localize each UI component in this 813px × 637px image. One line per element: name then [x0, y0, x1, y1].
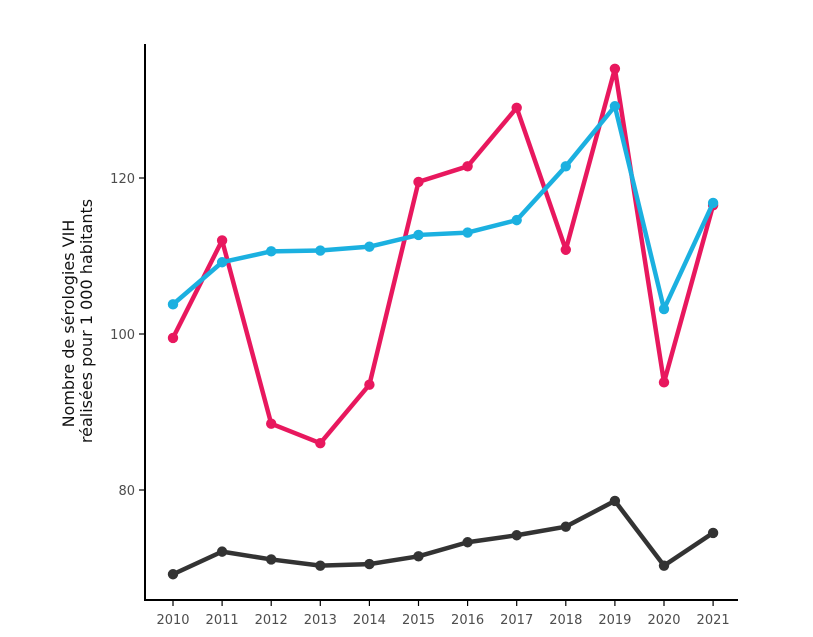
- series-2-point: [364, 241, 375, 252]
- x-tick-label: 2019: [598, 613, 631, 628]
- y-tick-label: 80: [118, 484, 135, 499]
- series-1-point: [511, 102, 522, 114]
- y-axis-title-line-1: Nombre de sérologies VIH: [59, 220, 78, 428]
- series-1-point: [216, 235, 228, 246]
- series-1-line: [170, 66, 716, 446]
- series-2-point: [266, 246, 277, 257]
- series-1-point: [167, 332, 179, 344]
- series-2-line: [170, 103, 716, 312]
- series-2-point: [560, 161, 571, 172]
- x-tick-label: 2013: [304, 613, 337, 628]
- series-2-point: [315, 245, 326, 256]
- series-3-point: [658, 560, 670, 571]
- x-tick-label: 2021: [697, 613, 730, 628]
- x-tick-label: 2012: [255, 613, 288, 628]
- series-2-point: [658, 303, 670, 315]
- series-3-point: [560, 521, 571, 532]
- series-3-point: [462, 537, 473, 548]
- series-1-point: [364, 379, 375, 390]
- x-tick-label: 2016: [451, 613, 484, 628]
- series-3-point: [413, 551, 424, 562]
- x-ticks: 2010 2011 2012 2013 2014 2015 2016 2017 2018 2019…: [156, 600, 730, 628]
- series-3-point: [315, 560, 326, 571]
- series-2-point: [707, 197, 719, 209]
- series-2-point: [511, 214, 522, 226]
- x-tick-label: 2015: [402, 613, 435, 628]
- series-3: [167, 495, 719, 580]
- series-3-point: [707, 527, 719, 539]
- series-1: [167, 63, 719, 449]
- y-tick-label: 100: [110, 328, 135, 343]
- y-axis-title: Nombre de sérologies VIH réalisées pour …: [59, 199, 96, 443]
- series-1-point: [266, 418, 277, 429]
- x-tick-label: 2011: [206, 613, 239, 628]
- y-ticks: 80 100 120: [110, 172, 145, 499]
- series-2-point: [216, 257, 228, 268]
- series-3-point: [609, 495, 621, 507]
- series-3-point: [364, 558, 375, 570]
- x-tick-label: 2014: [353, 613, 386, 628]
- series-3-point: [216, 546, 228, 557]
- series-1-point: [658, 377, 670, 388]
- series-2-point: [462, 227, 473, 238]
- series-1-point: [462, 161, 473, 172]
- series-1-point: [560, 244, 571, 255]
- x-tick-label: 2010: [156, 613, 189, 628]
- series-2: [167, 101, 719, 315]
- y-axis-title-line-2: réalisées pour 1 000 habitants: [77, 199, 96, 443]
- series-3-point: [167, 569, 179, 580]
- series-2-point: [609, 101, 621, 112]
- series-1-point: [315, 438, 326, 449]
- series-layer: [167, 63, 719, 580]
- x-tick-label: 2018: [549, 613, 582, 628]
- series-3-point: [511, 530, 522, 541]
- series-3-point: [266, 554, 277, 565]
- series-3-line: [170, 498, 716, 577]
- series-2-point: [413, 229, 424, 241]
- series-2-point: [167, 299, 179, 310]
- series-1-point: [609, 63, 621, 74]
- x-tick-label: 2020: [647, 613, 680, 628]
- series-1-point: [413, 176, 424, 188]
- axes: [144, 44, 738, 601]
- x-tick-label: 2017: [500, 613, 533, 628]
- y-tick-label: 120: [110, 172, 135, 187]
